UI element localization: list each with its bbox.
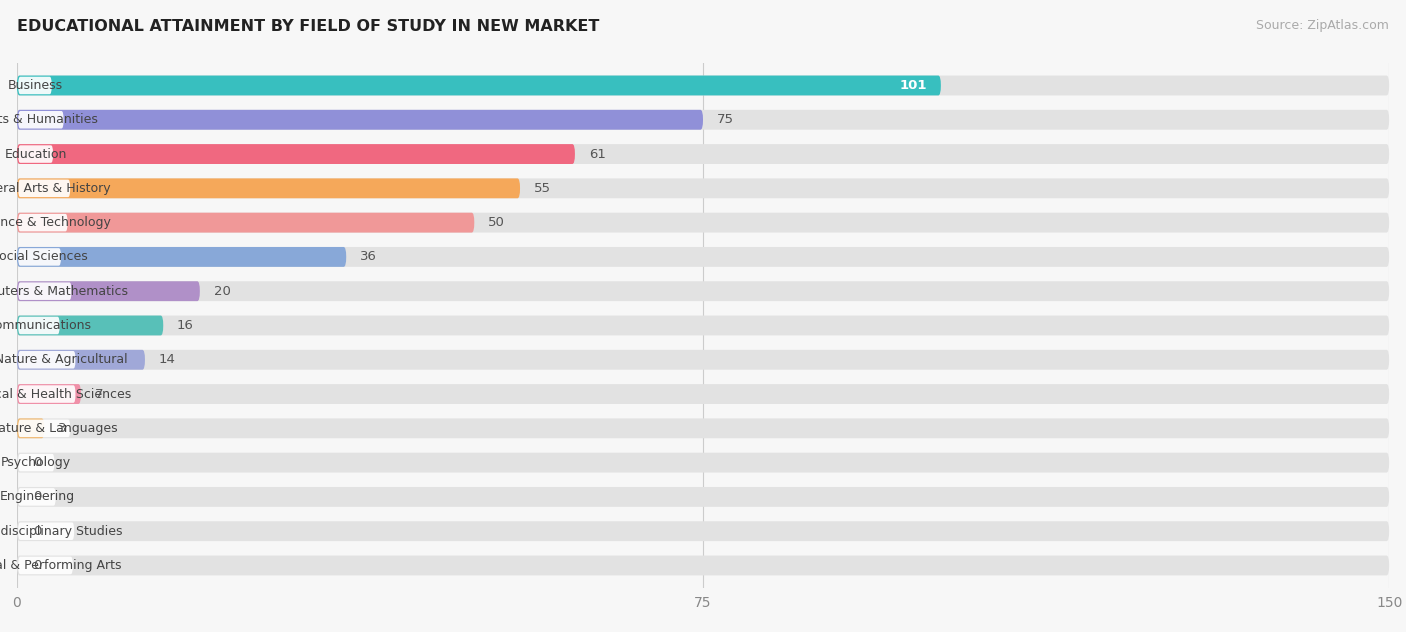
Text: Engineering: Engineering	[0, 490, 75, 504]
Text: 0: 0	[34, 559, 42, 572]
Text: 61: 61	[589, 147, 606, 161]
Text: 0: 0	[34, 525, 42, 538]
FancyBboxPatch shape	[18, 386, 76, 403]
Text: 16: 16	[177, 319, 194, 332]
FancyBboxPatch shape	[17, 178, 520, 198]
FancyBboxPatch shape	[18, 420, 70, 437]
FancyBboxPatch shape	[17, 418, 45, 438]
Text: EDUCATIONAL ATTAINMENT BY FIELD OF STUDY IN NEW MARKET: EDUCATIONAL ATTAINMENT BY FIELD OF STUDY…	[17, 19, 599, 34]
Text: Multidisciplinary Studies: Multidisciplinary Studies	[0, 525, 122, 538]
Text: 0: 0	[34, 490, 42, 504]
FancyBboxPatch shape	[17, 110, 703, 130]
FancyBboxPatch shape	[17, 350, 1389, 370]
FancyBboxPatch shape	[18, 283, 72, 300]
FancyBboxPatch shape	[18, 351, 76, 368]
FancyBboxPatch shape	[18, 179, 70, 197]
FancyBboxPatch shape	[17, 384, 82, 404]
FancyBboxPatch shape	[17, 213, 474, 233]
Text: 3: 3	[58, 422, 66, 435]
FancyBboxPatch shape	[18, 248, 60, 265]
Text: 20: 20	[214, 284, 231, 298]
FancyBboxPatch shape	[18, 488, 56, 506]
FancyBboxPatch shape	[17, 110, 1389, 130]
FancyBboxPatch shape	[18, 523, 75, 540]
FancyBboxPatch shape	[17, 281, 1389, 301]
FancyBboxPatch shape	[18, 76, 52, 94]
FancyBboxPatch shape	[17, 247, 1389, 267]
FancyBboxPatch shape	[17, 418, 1389, 438]
FancyBboxPatch shape	[18, 111, 63, 128]
Text: Education: Education	[4, 147, 67, 161]
FancyBboxPatch shape	[18, 145, 53, 163]
Text: Source: ZipAtlas.com: Source: ZipAtlas.com	[1256, 19, 1389, 32]
Text: Computers & Mathematics: Computers & Mathematics	[0, 284, 128, 298]
Text: 7: 7	[94, 387, 103, 401]
FancyBboxPatch shape	[17, 315, 163, 336]
FancyBboxPatch shape	[17, 384, 1389, 404]
Text: 50: 50	[488, 216, 505, 229]
Text: 75: 75	[717, 113, 734, 126]
FancyBboxPatch shape	[18, 454, 55, 471]
FancyBboxPatch shape	[17, 144, 1389, 164]
FancyBboxPatch shape	[17, 76, 1389, 95]
Text: Business: Business	[7, 79, 62, 92]
FancyBboxPatch shape	[17, 350, 145, 370]
FancyBboxPatch shape	[17, 315, 1389, 336]
Text: 0: 0	[34, 456, 42, 469]
Text: Science & Technology: Science & Technology	[0, 216, 111, 229]
Text: Arts & Humanities: Arts & Humanities	[0, 113, 98, 126]
Text: Communications: Communications	[0, 319, 91, 332]
FancyBboxPatch shape	[17, 213, 1389, 233]
Text: 36: 36	[360, 250, 377, 264]
Text: Visual & Performing Arts: Visual & Performing Arts	[0, 559, 122, 572]
FancyBboxPatch shape	[18, 557, 73, 574]
FancyBboxPatch shape	[18, 317, 59, 334]
Text: Physical & Health Sciences: Physical & Health Sciences	[0, 387, 131, 401]
FancyBboxPatch shape	[17, 453, 1389, 473]
Text: Psychology: Psychology	[1, 456, 72, 469]
FancyBboxPatch shape	[17, 487, 1389, 507]
Text: 14: 14	[159, 353, 176, 367]
FancyBboxPatch shape	[17, 281, 200, 301]
FancyBboxPatch shape	[17, 178, 1389, 198]
FancyBboxPatch shape	[18, 214, 67, 231]
FancyBboxPatch shape	[17, 76, 941, 95]
FancyBboxPatch shape	[17, 144, 575, 164]
Text: Liberal Arts & History: Liberal Arts & History	[0, 182, 111, 195]
Text: Bio, Nature & Agricultural: Bio, Nature & Agricultural	[0, 353, 127, 367]
Text: 101: 101	[900, 79, 927, 92]
FancyBboxPatch shape	[17, 556, 1389, 575]
Text: 55: 55	[534, 182, 551, 195]
FancyBboxPatch shape	[17, 247, 346, 267]
Text: Literature & Languages: Literature & Languages	[0, 422, 118, 435]
Text: Social Sciences: Social Sciences	[0, 250, 89, 264]
FancyBboxPatch shape	[17, 521, 1389, 541]
